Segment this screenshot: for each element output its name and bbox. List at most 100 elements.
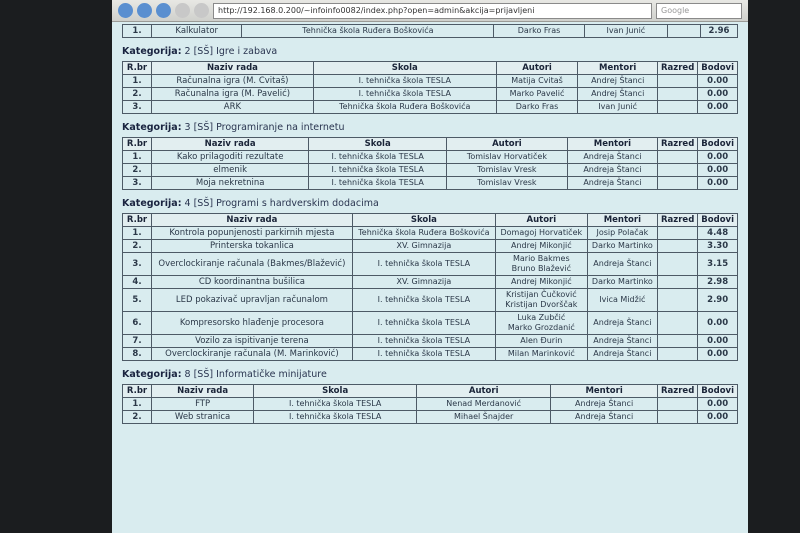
- row-number: 3.: [122, 176, 152, 190]
- author: Kristijan Dvorščak: [505, 300, 578, 309]
- grade: [657, 334, 699, 348]
- school: I. tehnička škola TESLA: [253, 410, 418, 424]
- mentor: Andreja Štanci: [586, 334, 659, 348]
- column-header: Bodovi: [697, 384, 738, 398]
- author: Mario Bakmes: [512, 254, 570, 263]
- category-name: 8 [SŠ] Informatičke minijature: [184, 369, 327, 380]
- category-name: 4 [SŠ] Programi s hardverskim dodacima: [184, 198, 379, 209]
- grade: [657, 239, 699, 253]
- category-heading: Kategorija: 3 [SŠ] Programiranje na inte…: [122, 122, 738, 133]
- column-header: Naziv rada: [151, 61, 314, 75]
- project-name: Računalna igra (M. Cvitaš): [151, 74, 314, 88]
- search-box[interactable]: Google: [656, 2, 742, 19]
- stop-button[interactable]: [175, 3, 190, 18]
- project-name: Moja nekretnina: [150, 176, 310, 190]
- authors: Tomislav Vresk: [446, 163, 568, 177]
- home-button[interactable]: [194, 3, 209, 18]
- project-name: FTP: [150, 397, 255, 411]
- grade: [657, 100, 699, 114]
- grade: [657, 288, 699, 312]
- author: Darko Fras: [517, 26, 561, 35]
- mentor: Andreja Štanci: [550, 410, 659, 424]
- author: Kristijan Čučković: [505, 290, 577, 299]
- authors: Mario Bakmes Bruno Blažević: [494, 252, 588, 276]
- row-number: 1.: [122, 397, 152, 411]
- project-name: CD koordinantna bušilica: [151, 275, 353, 289]
- column-header: Autori: [446, 137, 568, 151]
- row-number: 7.: [122, 334, 152, 348]
- project-name: Kako prilagoditi rezultate: [150, 150, 310, 164]
- mentor: Andreja Štanci: [566, 150, 659, 164]
- category-heading: Kategorija: 4 [SŠ] Programi s hardverski…: [122, 198, 738, 209]
- project-name: Web stranica: [150, 410, 255, 424]
- points: 3.15: [697, 252, 738, 276]
- author: Luka Zubčić: [517, 313, 566, 322]
- authors: Tomislav Vresk: [446, 176, 568, 190]
- grade: [657, 311, 699, 335]
- column-header: Naziv rada: [151, 213, 353, 227]
- mentor: Josip Polačak: [586, 226, 659, 240]
- school: I. tehnička škola TESLA: [308, 150, 448, 164]
- column-header: Skola: [351, 213, 496, 227]
- school: I. tehnička škola TESLA: [351, 334, 496, 348]
- column-header: Razred: [657, 384, 699, 398]
- mentor: Andreja Štanci: [566, 176, 659, 190]
- school: I. tehnička škola TESLA: [351, 347, 496, 361]
- column-header: Skola: [308, 137, 448, 151]
- author: Nenad Merdanović: [446, 399, 522, 408]
- authors: Mihael Šnajder: [416, 410, 552, 424]
- row-number: 6.: [122, 311, 152, 335]
- grade: [657, 74, 699, 88]
- column-header: Razred: [657, 137, 699, 151]
- authors: Alen Đurin: [494, 334, 588, 348]
- header-row: R.br Naziv rada Skola Autori Mentori Razred Bo…: [122, 61, 738, 75]
- author: Marko Pavelić: [509, 89, 565, 98]
- row-number: 4.: [122, 275, 152, 289]
- author: Tomislav Vresk: [477, 165, 537, 174]
- project-name: ARK: [151, 100, 314, 114]
- row-number: 1.: [122, 24, 152, 38]
- category-label: Kategorija:: [122, 369, 182, 380]
- authors: Milan Marinković: [494, 347, 588, 361]
- mentor: Andreja Štanci: [586, 347, 659, 361]
- results-table: R.br Naziv rada Skola Autori Mentori Razred Bo…: [122, 384, 738, 424]
- category-name: 3 [SŠ] Programiranje na internetu: [184, 122, 345, 133]
- school: I. tehnička škola TESLA: [351, 311, 496, 335]
- category-heading: Kategorija: 2 [SŠ] Igre i zabava: [122, 46, 738, 57]
- column-header: R.br: [122, 213, 152, 227]
- column-header: Mentori: [566, 137, 659, 151]
- column-header: Mentori: [550, 384, 659, 398]
- row-number: 8.: [122, 347, 152, 361]
- project-name: Računalna igra (M. Pavelić): [151, 87, 314, 101]
- points: 0.00: [697, 176, 738, 190]
- authors: Darko Fras: [493, 24, 585, 38]
- grade: [657, 275, 699, 289]
- author: Tomislav Horvatiček: [466, 152, 547, 161]
- mentor: Darko Martinko: [586, 239, 659, 253]
- column-header: R.br: [122, 384, 152, 398]
- table-row: 1. FTP I. tehnička škola TESLA Nenad Merdan…: [122, 397, 738, 411]
- table-head: R.br Naziv rada Skola Autori Mentori Razred Bo…: [122, 61, 738, 75]
- results-table: R.br Naziv rada Skola Autori Mentori Razred Bo…: [122, 213, 738, 361]
- back-button[interactable]: [118, 3, 133, 18]
- school: XV. Gimnazija: [351, 275, 496, 289]
- column-header: Bodovi: [697, 137, 738, 151]
- page-content: 1. Kalkulator Tehnička škola Ruđera Boškov…: [112, 22, 748, 426]
- row-number: 2.: [122, 410, 152, 424]
- mentor: Ivan Junić: [577, 100, 659, 114]
- table-body: 1. FTP I. tehnička škola TESLA Nenad Merdan…: [122, 397, 738, 424]
- forward-button[interactable]: [137, 3, 152, 18]
- table-row: 2. Printerska tokanlica XV. Gimnazija Andre…: [122, 239, 738, 253]
- address-bar[interactable]: http://192.168.0.200/~infoinfo0082/index…: [213, 2, 652, 19]
- table-body: 1. Računalna igra (M. Cvitaš) I. tehnička …: [122, 74, 738, 114]
- points: 2.96: [700, 24, 738, 38]
- table-row: 3. Moja nekretnina I. tehnička škola TESLA…: [122, 176, 738, 190]
- row-number: 1.: [122, 226, 152, 240]
- authors: Luka Zubčić Marko Grozdanić: [494, 311, 588, 335]
- reload-button[interactable]: [156, 3, 171, 18]
- category-label: Kategorija:: [122, 122, 182, 133]
- project-name: Kompresorsko hlađenje procesora: [151, 311, 353, 335]
- authors: Matija Cvitaš: [495, 74, 579, 88]
- table-row: 4. CD koordinantna bušilica XV. Gimnazija A…: [122, 275, 738, 289]
